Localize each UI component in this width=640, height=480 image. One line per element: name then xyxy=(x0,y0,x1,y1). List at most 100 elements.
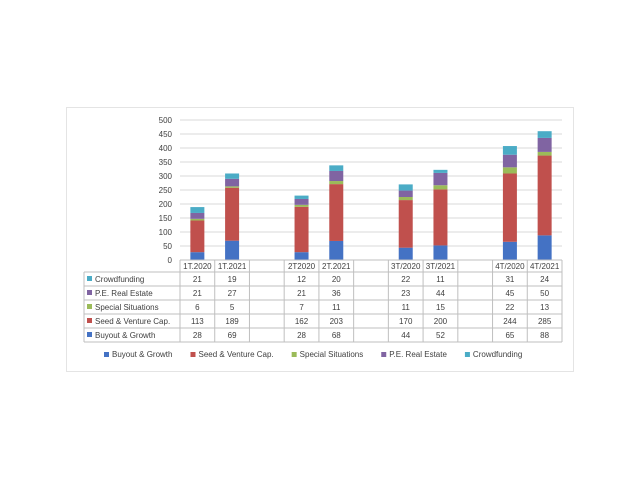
bar-segment xyxy=(225,187,240,241)
bar-segment xyxy=(502,146,517,155)
bar-segment xyxy=(398,200,413,248)
bar-segment xyxy=(225,240,240,260)
table-cell: 113 xyxy=(191,317,204,326)
bar-segment xyxy=(329,170,344,182)
bar-segment xyxy=(537,235,552,260)
y-tick-label: 100 xyxy=(159,228,173,237)
bar-segment xyxy=(190,218,205,221)
bar-segment xyxy=(502,241,517,260)
table-cell: 65 xyxy=(505,331,514,340)
bar-segment xyxy=(225,173,240,179)
table-cell: 21 xyxy=(297,289,306,298)
bar-segment xyxy=(502,154,517,168)
legend-key xyxy=(87,332,92,337)
table-cell: 68 xyxy=(332,331,341,340)
table-cell: 11 xyxy=(402,303,411,312)
table-row-label: P.E. Real Estate xyxy=(95,289,153,298)
legend-label: P.E. Real Estate xyxy=(389,350,447,359)
table-cell: 31 xyxy=(505,275,514,284)
legend-key xyxy=(87,276,92,281)
table-cell: 28 xyxy=(297,331,306,340)
table-cell: 5 xyxy=(230,303,235,312)
category-label: 4T/2020 xyxy=(495,262,525,271)
category-label: 2T.2021 xyxy=(322,262,351,271)
table-cell: 200 xyxy=(434,317,448,326)
bar-segment xyxy=(502,167,517,174)
table-cell: 21 xyxy=(193,289,202,298)
table-cell: 6 xyxy=(195,303,200,312)
bar-segment xyxy=(225,178,240,187)
table-cell: 24 xyxy=(540,275,549,284)
bar-segment xyxy=(433,169,448,173)
legend-swatch xyxy=(104,352,109,357)
bar-segment xyxy=(537,151,552,156)
bar-segment xyxy=(329,165,344,171)
table-cell: 50 xyxy=(540,289,549,298)
table-cell: 52 xyxy=(436,331,445,340)
bar-segment xyxy=(433,185,448,190)
table-cell: 22 xyxy=(505,303,514,312)
table-cell: 285 xyxy=(538,317,552,326)
category-label: 3T/2020 xyxy=(391,262,421,271)
bar-segment xyxy=(398,184,413,191)
table-cell: 21 xyxy=(193,275,202,284)
bar-segment xyxy=(537,131,552,138)
table-row-label: Crowdfunding xyxy=(95,275,144,284)
table-cell: 12 xyxy=(297,275,306,284)
table-cell: 11 xyxy=(332,303,341,312)
legend-swatch xyxy=(190,352,196,357)
bar-segment xyxy=(502,173,517,242)
bar-segment xyxy=(294,204,309,207)
category-label: 4T/2021 xyxy=(530,262,560,271)
bar-segment xyxy=(537,155,552,236)
bar-segment xyxy=(294,195,309,199)
table-cell: 28 xyxy=(193,331,202,340)
bar-segment xyxy=(433,189,448,246)
bar-segment xyxy=(329,184,344,241)
table-cell: 19 xyxy=(228,275,237,284)
table-cell: 44 xyxy=(436,289,445,298)
table-cell: 88 xyxy=(540,331,549,340)
bar-segment xyxy=(294,198,309,205)
y-tick-label: 300 xyxy=(159,172,173,181)
bar-segment xyxy=(190,212,205,219)
y-tick-label: 450 xyxy=(159,130,173,139)
bar-segment xyxy=(398,190,413,197)
bar-segment xyxy=(537,137,552,152)
legend-swatch xyxy=(381,352,387,357)
legend-swatch xyxy=(464,352,470,357)
table-cell: 244 xyxy=(503,317,517,326)
table-row-label: Special Situations xyxy=(95,303,159,312)
table-cell: 23 xyxy=(401,289,410,298)
y-tick-label: 50 xyxy=(163,242,172,251)
legend-label: Seed & Venture Cap. xyxy=(198,350,273,359)
y-tick-label: 150 xyxy=(159,214,173,223)
legend-label: Special Situations xyxy=(300,350,364,359)
y-tick-label: 250 xyxy=(159,186,173,195)
table-cell: 7 xyxy=(299,303,304,312)
bar-segment xyxy=(433,245,448,260)
table-cell: 44 xyxy=(401,331,410,340)
legend-key xyxy=(87,290,92,295)
category-label: 1T.2020 xyxy=(183,262,212,271)
legend-label: Buyout & Growth xyxy=(112,350,172,359)
table-cell: 22 xyxy=(401,275,410,284)
table-cell: 13 xyxy=(540,303,549,312)
category-label: 2T2020 xyxy=(288,262,316,271)
y-tick-label: 500 xyxy=(159,116,173,125)
legend-swatch xyxy=(291,352,297,357)
bar-segment xyxy=(225,186,240,188)
bar-segment xyxy=(329,240,344,260)
table-cell: 15 xyxy=(436,303,445,312)
bar-segment xyxy=(294,252,309,260)
table-cell: 11 xyxy=(436,275,445,284)
table-cell: 69 xyxy=(228,331,237,340)
table-cell: 170 xyxy=(399,317,413,326)
bar-segment xyxy=(433,172,448,186)
bar-segment xyxy=(329,181,344,185)
table-cell: 45 xyxy=(505,289,514,298)
legend-key xyxy=(87,318,92,323)
category-label: 3T/2021 xyxy=(426,262,456,271)
table-cell: 203 xyxy=(330,317,344,326)
